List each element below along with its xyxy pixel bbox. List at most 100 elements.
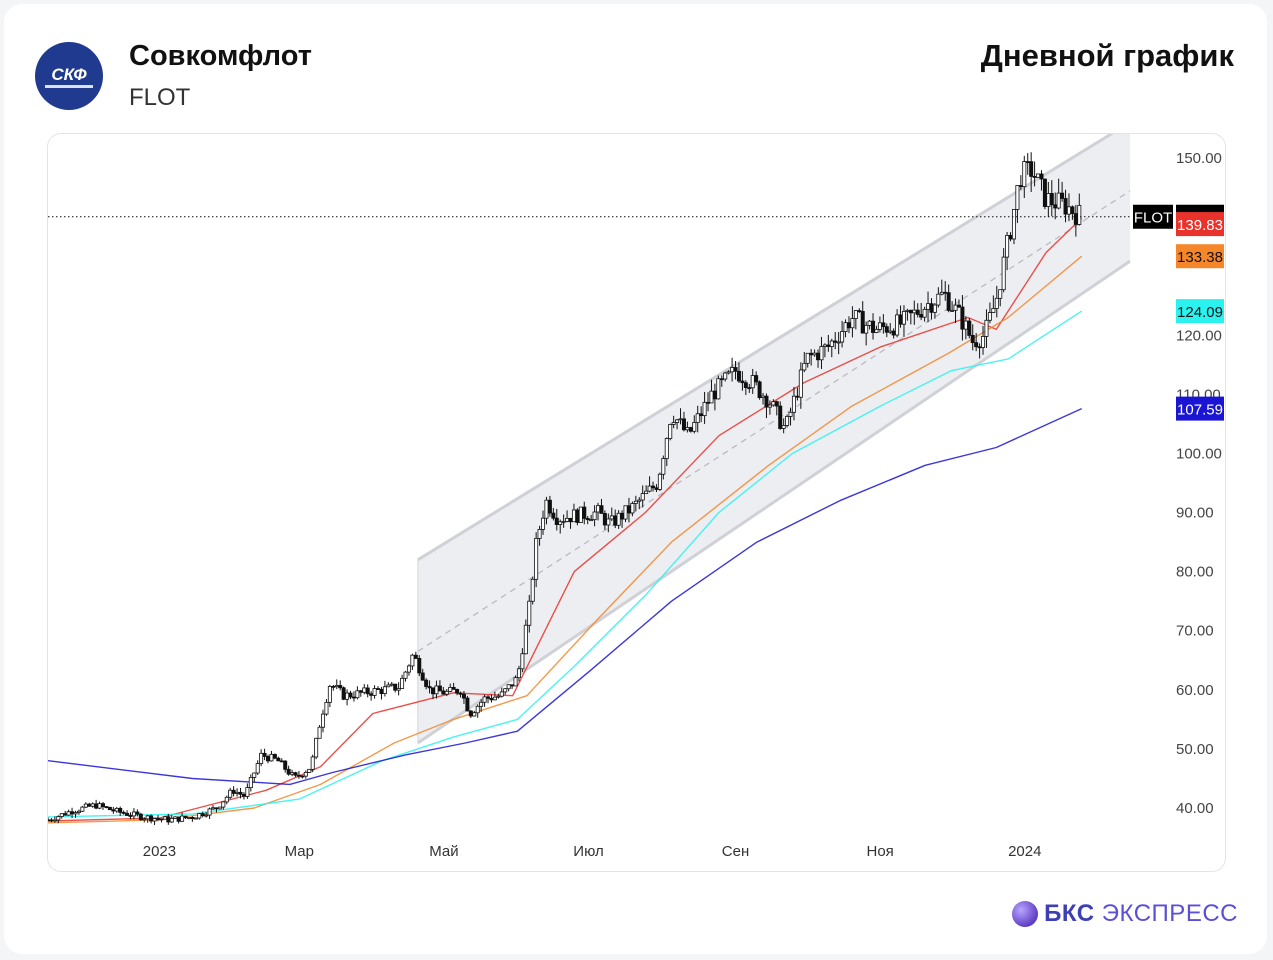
candle-body [905,309,910,312]
candle-body [1036,173,1041,178]
candle-body [1025,161,1030,163]
candle-body [919,314,924,318]
logo-stripe [45,85,93,88]
candle-body [465,697,470,712]
candle-body [427,686,432,689]
candle-body [840,331,845,343]
candle-body [87,803,92,807]
candle-body [953,304,958,311]
candle-body [214,807,219,810]
candle-body [1060,192,1065,199]
chart-title: Дневной график [980,38,1234,73]
candle-body [207,808,212,816]
candle-body [468,710,473,717]
candle-body [554,517,559,525]
candle-body [657,473,662,490]
candle-body [245,787,250,797]
brand-logo: БКС ЭКСПРЕСС [1012,900,1238,928]
candle-body [63,813,68,816]
candle-body [382,686,387,695]
candle-body [884,326,889,333]
y-tick-label: 80.00 [1176,564,1214,581]
candle-body [186,816,191,819]
candle-body [152,818,157,822]
candle-body [341,687,346,700]
x-tick-label: Май [429,843,458,860]
candle-body [48,819,51,822]
candle-body [238,791,243,795]
candle-body [826,344,831,347]
candle-body [138,813,143,820]
candle-body [599,505,604,514]
channel-upper-line [417,134,1114,562]
ticker-tag-label: FLOT [1134,210,1172,227]
brand-rest: ЭКСПРЕСС [1101,900,1238,927]
candle-body [1022,161,1027,188]
candle-body [83,803,88,808]
candle-body [486,696,491,699]
candle-body [757,381,762,399]
candle-body [461,693,466,699]
candle-body [114,807,119,812]
candle-body [1008,234,1013,240]
candle-body [193,817,198,820]
candle-body [781,425,786,429]
candle-body [489,697,494,701]
candle-body [1029,161,1034,177]
candle-body [121,811,126,814]
candle-body [125,812,130,816]
candle-body [66,811,71,816]
candle-body [816,352,821,361]
candle-body [276,757,281,762]
candle-body [630,503,635,514]
candle-body [950,309,955,312]
candle-body [836,341,841,344]
candle-body [788,411,793,417]
candle-body [798,369,803,398]
price-chart: 150.00120.00110.00100.0090.0080.0070.006… [48,134,1224,860]
candle-body [929,303,934,313]
candle-body [420,672,425,681]
company-logo: СКФ [35,42,103,110]
candle-body [482,696,487,703]
candle-body [283,760,288,770]
candle-body [145,815,150,820]
candle-body [300,775,305,778]
candle-body [286,768,291,775]
candle-body [104,806,109,809]
candle-body [324,701,329,715]
candle-body [101,803,106,808]
candle-body [998,289,1003,299]
candle-body [262,752,267,757]
price-tag-bg-3 [1176,299,1224,324]
candle-body [372,688,377,696]
candle-body [59,813,64,817]
candle-body [530,578,535,602]
candle-body [180,815,185,822]
candle-body [231,789,236,794]
candle-body [307,768,312,773]
moving-average-line-4 [48,407,1082,786]
y-tick-label: 40.00 [1176,800,1214,817]
candle-body [510,684,515,687]
candle-body [345,692,350,700]
candle-body [994,297,999,309]
candle-body [606,518,611,526]
candle-body [441,690,446,695]
candle-body [331,686,336,688]
candle-body [1011,208,1016,240]
y-tick-label: 150.00 [1176,150,1222,167]
candle-body [248,776,253,788]
candle-body [685,427,690,431]
candle-body [362,687,367,693]
x-tick-label: Июл [573,843,603,860]
candle-body [774,401,779,407]
brand-icon [1012,901,1039,927]
ticker-symbol: FLOT [129,84,191,111]
candle-body [499,691,504,697]
candle-body [901,311,906,325]
price-tag-label-4: 107.59 [1177,402,1223,419]
candle-body [272,753,277,759]
candle-body [829,340,834,347]
candle-body [541,517,546,530]
